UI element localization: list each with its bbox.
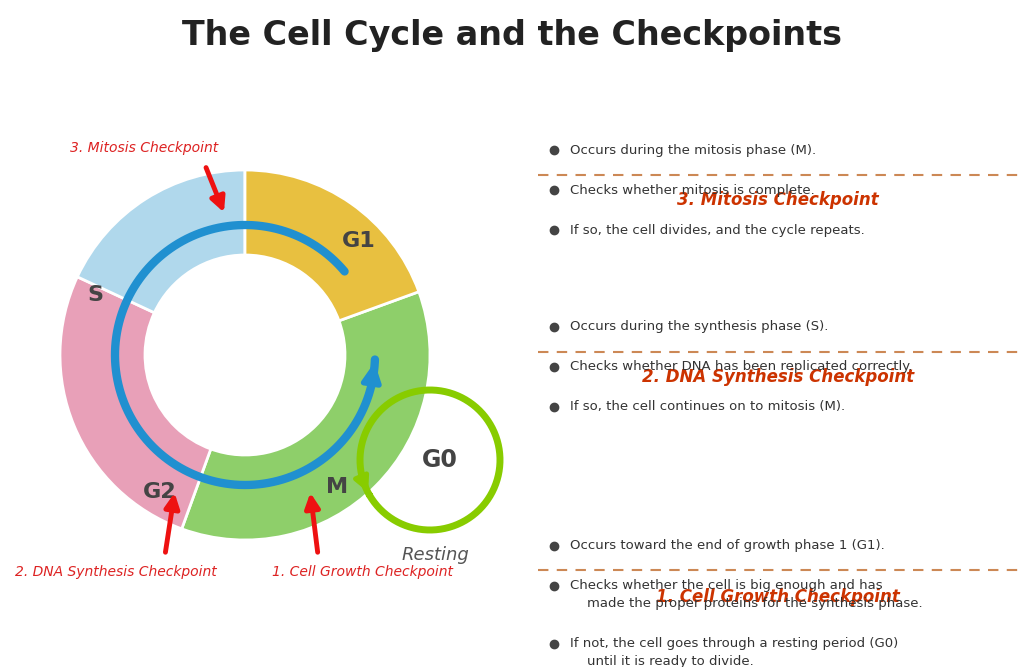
Text: Checks whether DNA has been replicated correctly.: Checks whether DNA has been replicated c…: [569, 360, 912, 374]
Text: If so, the cell continues on to mitosis (M).: If so, the cell continues on to mitosis …: [569, 400, 845, 414]
Text: 1. Cell Growth Checkpoint: 1. Cell Growth Checkpoint: [656, 588, 900, 606]
Text: 1. Cell Growth Checkpoint: 1. Cell Growth Checkpoint: [272, 565, 453, 579]
Text: If so, the cell divides, and the cycle repeats.: If so, the cell divides, and the cycle r…: [569, 223, 864, 237]
Text: Checks whether the cell is big enough and has: Checks whether the cell is big enough an…: [569, 579, 883, 592]
Text: 2. DNA Synthesis Checkpoint: 2. DNA Synthesis Checkpoint: [15, 565, 217, 579]
Text: 2. DNA Synthesis Checkpoint: 2. DNA Synthesis Checkpoint: [642, 368, 914, 386]
Text: If not, the cell goes through a resting period (G0): If not, the cell goes through a resting …: [569, 637, 898, 650]
Text: G2: G2: [142, 482, 176, 502]
Text: M: M: [327, 477, 348, 497]
Text: Occurs during the mitosis phase (M).: Occurs during the mitosis phase (M).: [569, 143, 816, 157]
Wedge shape: [78, 170, 245, 313]
Circle shape: [147, 257, 343, 453]
Text: Occurs during the synthesis phase (S).: Occurs during the synthesis phase (S).: [569, 320, 828, 334]
Text: G1: G1: [342, 231, 376, 251]
Text: until it is ready to divide.: until it is ready to divide.: [569, 655, 754, 667]
Text: made the proper proteins for the synthesis phase.: made the proper proteins for the synthes…: [569, 597, 923, 610]
Wedge shape: [60, 277, 211, 529]
Text: Checks whether mitosis is complete.: Checks whether mitosis is complete.: [569, 183, 814, 197]
Wedge shape: [181, 291, 430, 540]
Text: Occurs toward the end of growth phase 1 (G1).: Occurs toward the end of growth phase 1 …: [569, 539, 885, 552]
Text: 3. Mitosis Checkpoint: 3. Mitosis Checkpoint: [677, 191, 880, 209]
Text: The Cell Cycle and the Checkpoints: The Cell Cycle and the Checkpoints: [182, 19, 842, 51]
Wedge shape: [245, 170, 419, 321]
Text: G0: G0: [422, 448, 458, 472]
Text: Resting: Resting: [401, 546, 469, 564]
Text: S: S: [87, 285, 103, 305]
Text: 3. Mitosis Checkpoint: 3. Mitosis Checkpoint: [70, 141, 218, 155]
